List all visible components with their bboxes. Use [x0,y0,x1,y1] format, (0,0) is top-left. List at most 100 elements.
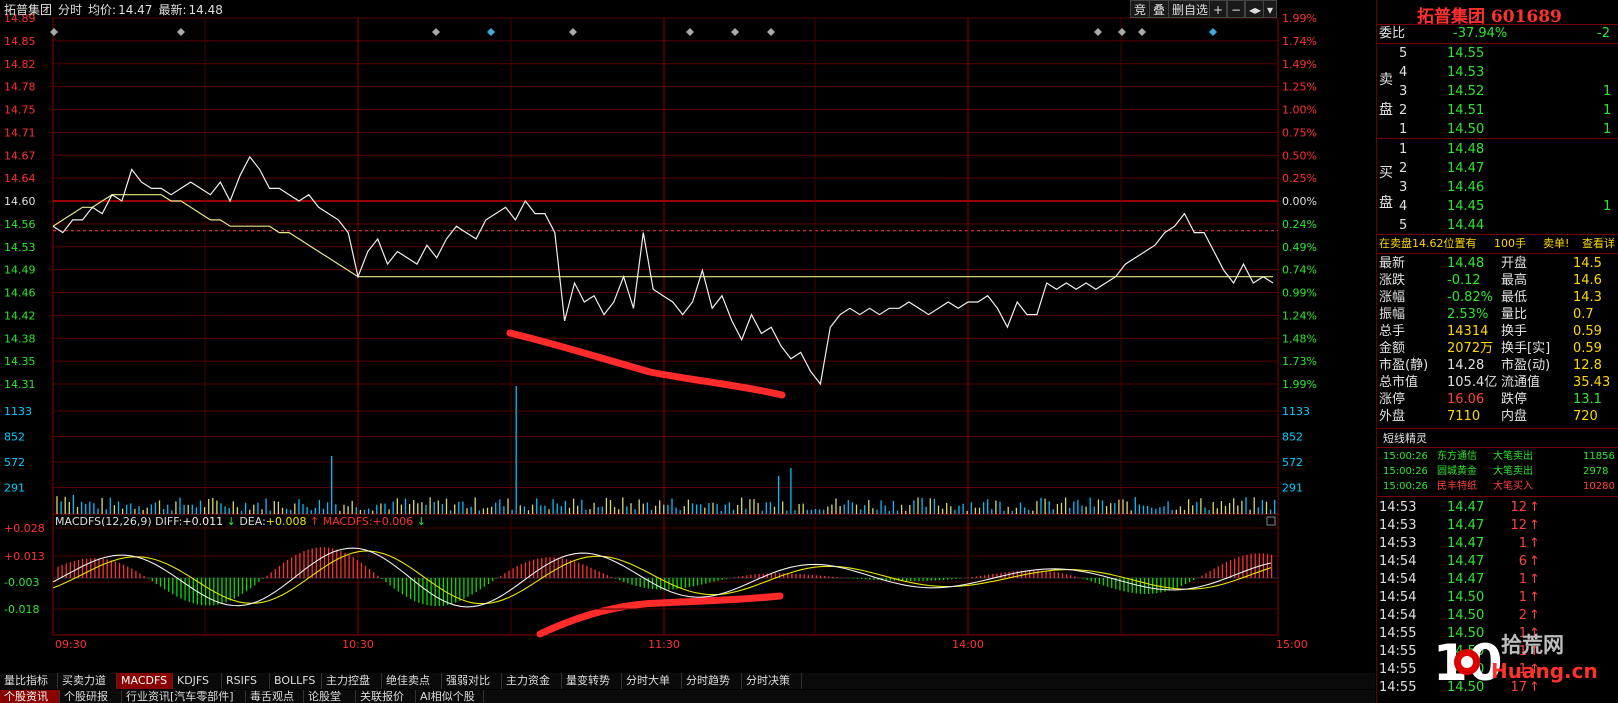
indicator-tab[interactable]: MACDFS [117,673,173,689]
stat-row-cell: 35.43 [1573,375,1611,390]
tick-cell: 14:55 [1379,680,1417,695]
indicator-tab[interactable]: 分时决策 [742,673,802,689]
delete-watchlist-button[interactable]: 删自选 [1168,0,1213,18]
sell-row-cell: 1 [1603,84,1612,99]
info-tab[interactable]: 个股资讯 [0,690,60,703]
price-tick-label: 14.89 [4,12,36,25]
tick-row: 14:55 14.50 17 ↑ [1377,679,1618,696]
indicator-tab[interactable]: 分时大单 [622,673,682,689]
jingling-cell: 15:00:26 [1383,481,1428,492]
stat-row-cell: 流通值 [1501,375,1541,390]
jingling-cell: 大笔买入 [1493,481,1533,492]
stat-row: 最新 14.48 开盘 14.5 [1377,255,1618,272]
stat-row: 市盈(静) 14.28 市盈(动) 12.8 [1377,357,1618,374]
notice-type: 卖单! [1543,237,1570,250]
stat-row-cell: 跌停 [1501,392,1528,407]
tick-cell: 6 [1518,554,1527,569]
tick-cell: 14:53 [1379,536,1417,551]
volume-tick-label-right: 852 [1282,431,1303,444]
stat-row-cell: -0.12 [1447,273,1481,288]
tick-row: 14:53 14.47 12 ↑ [1377,517,1618,534]
indicator-tab[interactable]: 量比指标 [0,673,58,689]
tick-cell: 14.47 [1447,572,1485,587]
indicator-tabs: 量比指标 买卖力道 MACDFS KDJFS RSIFS BOLLFS 主力控盘 绝佳卖点 强弱… [0,673,1375,689]
pct-tick-label: 1.25% [1282,81,1317,94]
buy-row-cell: 14.45 [1447,199,1485,214]
event-marker-icon [569,28,577,36]
indicator-tab[interactable]: RSIFS [222,673,270,689]
buy-row-cell: 3 [1399,180,1408,195]
menu-chevron-icon[interactable]: ▾ [1263,0,1278,18]
tick-cell: 14.47 [1447,500,1485,515]
macd-legend-part: DEA: [239,515,265,528]
jing-button[interactable]: 竞 [1130,0,1151,18]
tick-cell: 1 [1518,572,1527,587]
info-tab[interactable]: 个股研报 [60,690,122,703]
huang-watermark-logo: 10 拾荒网 Huang.cn [1433,628,1618,692]
stat-row-cell: 0.59 [1573,324,1602,339]
up-arrow-icon: ↑ [1529,644,1540,659]
sell-row-cell: 1 [1603,122,1612,137]
info-tab[interactable]: 行业资讯[汽车零部件] [122,690,246,703]
buy-row-cell: 1 [1399,142,1408,157]
jingling-cell: 2978 [1583,466,1609,477]
pct-tick-label: 1.49% [1282,58,1317,71]
jingling-row[interactable]: 15:00:26 圆城黄金 大笔卖出 2978 [1377,464,1618,479]
tick-cell: 1 [1518,590,1527,605]
info-tab[interactable]: 论股堂 [304,690,356,703]
info-tab[interactable]: 关联报价 [356,690,416,703]
jingling-row[interactable]: 15:00:26 民丰特纸 大笔买入 10280 [1377,479,1618,494]
indicator-tab[interactable]: 强弱对比 [442,673,502,689]
plot-frame [52,17,1279,636]
macd-legend-part: MACDFS: [323,515,373,528]
indicator-tab[interactable]: BOLLFS [270,673,322,689]
jingling-row[interactable]: 15:00:26 东方通信 大笔卖出 11856 [1377,449,1618,464]
notice-row[interactable]: 在卖盘14.62位置有 100手 卖单! 查看详 [1377,235,1618,252]
event-marker-icon [487,28,495,36]
info-tab[interactable]: AI相似个股 [416,690,484,703]
pct-tick-label: 1.99% [1282,378,1317,391]
indicator-tab[interactable]: 主力资金 [502,673,562,689]
price-tick-label: 14.85 [4,35,36,48]
indicator-tab[interactable]: 买卖力道 [58,673,117,689]
indicator-tab[interactable]: 量变转势 [562,673,622,689]
zoom-in-button[interactable]: + [1209,0,1228,18]
stat-row-cell: 量比 [1501,307,1528,322]
stat-row-cell: 2072万 [1447,341,1494,356]
indicator-tab[interactable]: 分时趋势 [682,673,742,689]
up-arrow-icon: ↑ [1529,662,1540,677]
weibi-label: 委比 [1379,26,1406,41]
stat-row: 振幅 2.53% 量比 0.7 [1377,306,1618,323]
sell-row-cell: 5 [1399,46,1408,61]
volume-tick-label: 291 [4,482,25,495]
time-tick-label: 11:30 [648,638,680,651]
buy-row-cell: 5 [1399,218,1408,233]
indicator-tab[interactable]: 主力控盘 [322,673,382,689]
price-tick-label: 14.56 [4,218,36,231]
tick-cell: 14:55 [1379,662,1417,677]
buy-row-cell: 4 [1399,199,1408,214]
price-tick-label: 14.82 [4,58,36,71]
event-marker-icon [1118,28,1126,36]
tick-cell: 14.50 [1447,680,1485,695]
sell-row-cell: 14.53 [1447,65,1485,80]
stat-row-cell: 开盘 [1501,256,1528,271]
buy-row: 5 14.44 [1377,217,1618,234]
zoom-out-button[interactable]: − [1227,0,1246,18]
up-arrow-icon: ↑ [1529,680,1540,695]
tick-cell: 1 [1518,536,1527,551]
pct-tick-label: 0.25% [1282,172,1317,185]
buy-row-cell: 14.47 [1447,161,1485,176]
macd-legend-part: +0.006 [373,515,417,528]
stat-row-cell: 14.3 [1573,290,1602,305]
info-tab[interactable]: 毒舌观点 [246,690,304,703]
indicator-tab[interactable]: KDJFS [173,673,222,689]
tick-cell: 2 [1518,608,1527,623]
indicator-tab[interactable]: 绝佳卖点 [382,673,442,689]
tick-row: 14:54 14.47 1 ↑ [1377,571,1618,588]
buy-row: 4 14.45 1 [1377,198,1618,215]
sell-row-cell: 1 [1399,122,1408,137]
die-button[interactable]: 叠 [1149,0,1170,18]
volume-tick-label: 1133 [4,405,32,418]
up-arrow-icon: ↑ [1529,554,1540,569]
